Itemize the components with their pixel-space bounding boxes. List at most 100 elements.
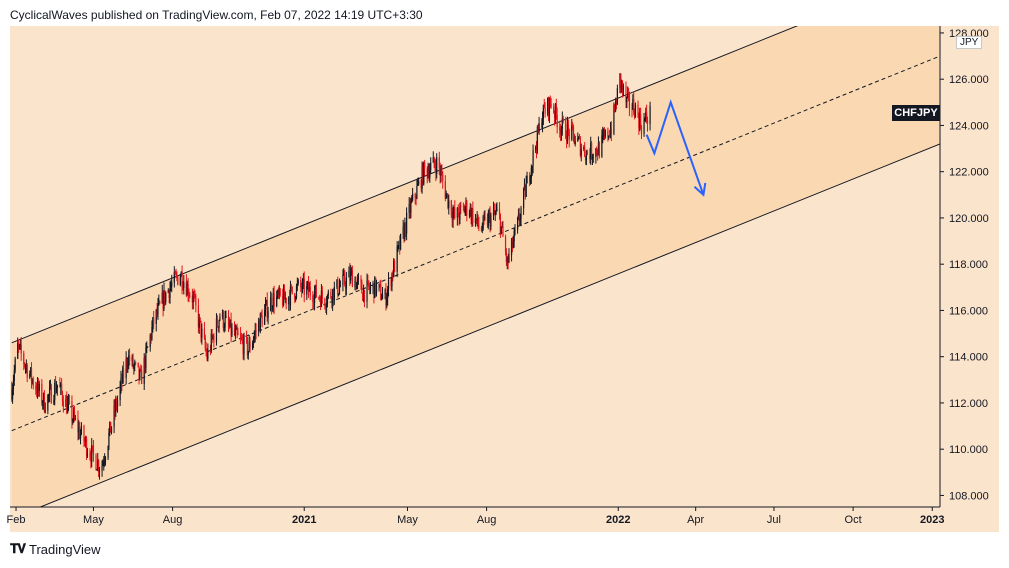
- candle-body: [240, 337, 243, 339]
- candle-body: [432, 157, 434, 163]
- price-axis[interactable]: 108.000 110.000 112.000 114.000 116.000 118.0…: [940, 28, 989, 503]
- candle-body: [30, 367, 33, 382]
- candle-body: [20, 344, 22, 354]
- candle-body: [218, 320, 220, 328]
- candle-body: [206, 352, 208, 360]
- candle-body: [428, 170, 430, 178]
- price-tick-label: 114.000: [949, 352, 988, 364]
- channel-upper-line[interactable]: [11, 0, 940, 344]
- candle-body: [604, 130, 606, 137]
- candle-body: [195, 296, 197, 306]
- candle-body: [175, 274, 177, 275]
- candle-body: [301, 281, 304, 291]
- candle-body: [54, 383, 56, 400]
- candle-body: [131, 356, 133, 361]
- candle-body: [495, 210, 497, 214]
- candle-body: [565, 120, 567, 139]
- candle-body: [270, 297, 272, 312]
- candle-body: [567, 124, 569, 130]
- candle-body: [104, 460, 106, 463]
- channel-lower-line[interactable]: [12, 143, 940, 519]
- candle-body: [210, 333, 212, 351]
- price-tick-label: 116.000: [949, 305, 988, 317]
- candle-body: [516, 217, 519, 230]
- candle-body: [241, 338, 243, 341]
- candle-body: [282, 288, 285, 306]
- time-axis[interactable]: Feb May Aug 2021 May Aug 2022 Apr Jul Oct 2023: [7, 507, 945, 526]
- tradingview-footer[interactable]: 𝐓𝐕 TradingView: [10, 541, 101, 557]
- candle-body: [267, 311, 269, 318]
- candle-body: [344, 284, 347, 289]
- candle-body: [348, 270, 350, 278]
- candle-body: [266, 300, 268, 318]
- candle-body: [349, 270, 351, 281]
- candle-body: [486, 217, 489, 227]
- candle-body: [397, 245, 399, 248]
- candle-body: [125, 358, 127, 379]
- candle-body: [440, 171, 442, 176]
- candle-body: [357, 278, 360, 280]
- time-tick-label: Oct: [845, 514, 862, 526]
- candle-body: [234, 329, 237, 335]
- candle-body: [470, 207, 472, 221]
- channel-middle-line[interactable]: [11, 55, 940, 432]
- candle-body: [309, 287, 311, 296]
- candle-body: [128, 355, 130, 365]
- candle-body: [381, 299, 383, 300]
- candle-body: [67, 400, 70, 404]
- candle-body: [621, 81, 624, 91]
- candle-body: [289, 297, 291, 305]
- candle-body: [42, 403, 44, 404]
- candle-body: [345, 277, 347, 289]
- candle-body: [211, 333, 213, 338]
- candle-body: [524, 185, 526, 197]
- candle-body: [338, 293, 340, 295]
- candle-body: [85, 438, 87, 442]
- candle-body: [375, 277, 377, 294]
- candle-body: [133, 365, 135, 368]
- candle-body: [272, 293, 274, 308]
- candle-body: [603, 133, 605, 135]
- candle-body: [640, 114, 642, 127]
- candle-body: [249, 341, 251, 350]
- candle-body: [356, 278, 359, 283]
- projection-path[interactable]: [645, 99, 705, 196]
- candle-body: [423, 162, 425, 184]
- candle-body: [297, 279, 299, 284]
- candle-body: [387, 289, 389, 298]
- candle-body: [13, 370, 15, 381]
- symbol-label[interactable]: CHFJPY: [892, 105, 940, 121]
- candle-body: [584, 156, 587, 161]
- candle-body: [11, 389, 14, 400]
- candle-body: [438, 157, 440, 169]
- candle-body: [222, 311, 224, 328]
- candle-body: [291, 286, 293, 294]
- candle-body: [303, 279, 305, 295]
- candle-body: [183, 282, 185, 289]
- candle-body: [339, 285, 341, 287]
- candle-body: [47, 395, 49, 411]
- candle-body: [11, 389, 13, 400]
- candle-body: [258, 321, 260, 332]
- candle-body: [616, 88, 618, 105]
- candle-body: [499, 214, 501, 234]
- candle-body: [181, 272, 183, 288]
- candle-body: [127, 364, 129, 367]
- candle-body: [453, 208, 455, 213]
- tradingview-logo-icon: 𝐓𝐕: [10, 541, 26, 556]
- candle-body: [180, 272, 182, 277]
- candle-body: [421, 166, 423, 189]
- candle-body: [276, 296, 278, 307]
- candle-body: [321, 290, 323, 299]
- candle-body: [31, 379, 33, 382]
- candle-body: [315, 285, 317, 298]
- candle-body: [194, 295, 196, 297]
- candle-body: [253, 334, 255, 340]
- candle-body: [78, 427, 80, 433]
- candle-body: [146, 347, 148, 348]
- candle-body: [529, 175, 531, 182]
- candle-body: [586, 151, 588, 155]
- candle-body: [290, 286, 292, 287]
- candle-body: [424, 162, 426, 169]
